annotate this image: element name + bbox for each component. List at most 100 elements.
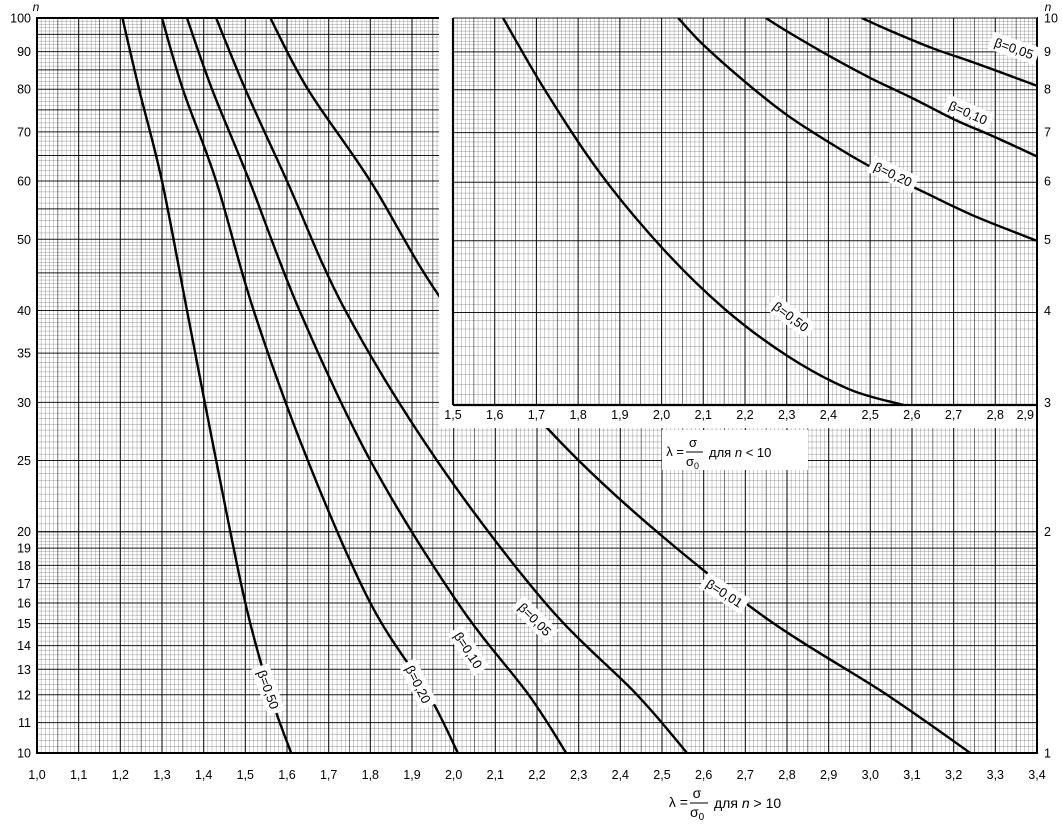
- main-x-tick-label: 1,5: [237, 768, 254, 782]
- main-x-title-numerator: σ: [693, 785, 702, 801]
- inset-right-tick-label: 3: [1044, 396, 1051, 410]
- inset-x-tick-label: 2,8: [987, 408, 1004, 422]
- inset-x-title-condition-var: n: [735, 445, 742, 460]
- main-y-tick-label: 13: [17, 663, 31, 677]
- main-y-tick-label: 50: [17, 233, 31, 247]
- inset-right-tick-label: 2: [1044, 525, 1051, 539]
- main-y-tick-label: 12: [17, 688, 31, 702]
- main-curve-label-0-bg: [251, 663, 286, 716]
- main-y-tick-label: 15: [17, 617, 31, 631]
- inset-curve-2: [765, 18, 1037, 158]
- main-y-tick-label: 25: [17, 454, 31, 468]
- inset-right-tick-label: 7: [1044, 125, 1051, 139]
- inset-x-tick-label: 2,7: [945, 408, 962, 422]
- inset-curves: [502, 18, 1037, 405]
- inset-x-tick-label: 2,0: [653, 408, 670, 422]
- main-x-tick-label: 1,8: [362, 768, 379, 782]
- main-curve-2: [185, 17, 568, 754]
- inset-x-tick-label: 2,1: [695, 408, 712, 422]
- main-x-tick-label: 1,9: [403, 768, 420, 782]
- inset-x-title-numerator: σ: [689, 435, 697, 450]
- inset-right-tick-label: 10: [1044, 12, 1058, 26]
- inset-y-axis-label: n: [1045, 0, 1052, 14]
- inset-x-title-denominator: σ0: [686, 454, 699, 471]
- main-y-tick-label: 14: [17, 639, 31, 653]
- main-y-tick-label: 80: [17, 83, 31, 97]
- main-y-tick-label: 10: [17, 747, 31, 761]
- main-x-tick-label: 2,6: [695, 768, 712, 782]
- main-x-tick-label: 3,1: [903, 768, 920, 782]
- labels: 1,0 1,1 1,2 1,3 1,4 1,5 1,6 1,7 1,8 1,9 2,0 2,1 2,2 2…: [10, 12, 1058, 783]
- inset-x-tick-label: 2,6: [903, 408, 920, 422]
- main-x-title-condition-var: n: [742, 795, 750, 811]
- main-x-tick-label: 2,7: [737, 768, 754, 782]
- inset-x-tick-label: 1,7: [528, 408, 545, 422]
- inset-x-title-condition: для n < 10: [709, 445, 771, 460]
- main-curve-label-4-bg: [698, 572, 751, 615]
- inset-x-tick-label: 1,6: [486, 408, 503, 422]
- main-x-tick-label: 2,5: [653, 768, 670, 782]
- main-x-tick-label: 3,0: [862, 768, 879, 782]
- main-y-tick-label: 20: [17, 525, 31, 539]
- main-x-tick-label: 2,3: [570, 768, 587, 782]
- main-x-title-denominator-sigma: σ: [690, 804, 699, 820]
- inset-right-tick-label: 1: [1044, 747, 1051, 761]
- main-x-title-condition: для n > 10: [714, 795, 781, 811]
- inset-x-tick-label: 2,3: [778, 408, 795, 422]
- main-x-tick-label: 3,4: [1028, 768, 1045, 782]
- inset-x-tick-label: 2,4: [820, 408, 837, 422]
- main-y-axis-label: n: [33, 0, 40, 14]
- main-y-tick-label: 11: [18, 716, 31, 730]
- main-x-axis-title: λ = σ σ0 для n > 10: [669, 785, 781, 823]
- main-x-tick-label: 2,2: [528, 768, 545, 782]
- main-y-tick-label: 18: [17, 559, 31, 573]
- inset-curve-label-1-bg: [866, 155, 920, 194]
- main-curve-label-3-bg: [510, 595, 559, 644]
- inset-curve-label-3-bg: [987, 31, 1041, 66]
- main-x-tick-label: 1,2: [112, 768, 129, 782]
- inset-x-tick-label: 2,5: [861, 408, 878, 422]
- inset-right-tick-label: 4: [1044, 304, 1051, 318]
- main-x-title-condition-word: для: [714, 795, 738, 811]
- inset-curve-label-2-bg: [941, 94, 995, 131]
- inset-curve-3: [861, 18, 1037, 87]
- main-x-tick-label: 2,8: [778, 768, 795, 782]
- inset-x-tick-label: 1,5: [444, 408, 461, 422]
- inset-x-tick-label: 1,9: [611, 408, 628, 422]
- main-y-tick-label: 40: [17, 304, 31, 318]
- main-y-tick-label: 16: [17, 596, 31, 610]
- inset-curve-1: [677, 18, 1037, 242]
- main-x-tick-label: 1,7: [320, 768, 337, 782]
- inset-x-title-condition-rel: < 10: [746, 445, 772, 460]
- main-y-tick-label: 17: [17, 577, 31, 591]
- main-x-tick-label: 1,6: [278, 768, 295, 782]
- main-curve-3: [215, 17, 688, 754]
- main-y-tick-label: 19: [17, 542, 31, 556]
- main-y-tick-label: 90: [17, 45, 31, 59]
- inset-x-title-condition-word: для: [709, 445, 731, 460]
- inset-x-title-denominator-subscript: 0: [694, 461, 699, 471]
- inset-curve-0: [502, 18, 904, 405]
- inset-right-tick-label: 9: [1044, 45, 1051, 59]
- main-y-tick-label: 100: [10, 12, 31, 26]
- main-y-tick-label: 35: [17, 347, 31, 361]
- main-x-title-denominator-subscript: 0: [699, 812, 705, 821]
- main-x-tick-label: 1,4: [195, 768, 212, 782]
- main-x-tick-label: 3,2: [945, 768, 962, 782]
- inset-curve-label-0-bg: [765, 294, 817, 339]
- main-x-tick-label: 3,3: [987, 768, 1004, 782]
- inset-grid: [451, 17, 1038, 753]
- main-x-title-denominator: σ0: [690, 804, 705, 821]
- inset-x-title-background: [662, 430, 808, 470]
- inset-right-tick-label: 6: [1044, 175, 1051, 189]
- main-y-tick-label: 70: [17, 125, 31, 139]
- main-x-tick-label: 2,0: [445, 768, 462, 782]
- main-curve-label-1-bg: [398, 658, 438, 711]
- inset-x-title-denominator-sigma: σ: [686, 454, 694, 469]
- main-x-tick-label: 1,1: [70, 768, 87, 782]
- main-y-tick-label: 60: [17, 175, 31, 189]
- inset-x-tick-label: 1,8: [569, 408, 586, 422]
- main-x-tick-label: 2,9: [820, 768, 837, 782]
